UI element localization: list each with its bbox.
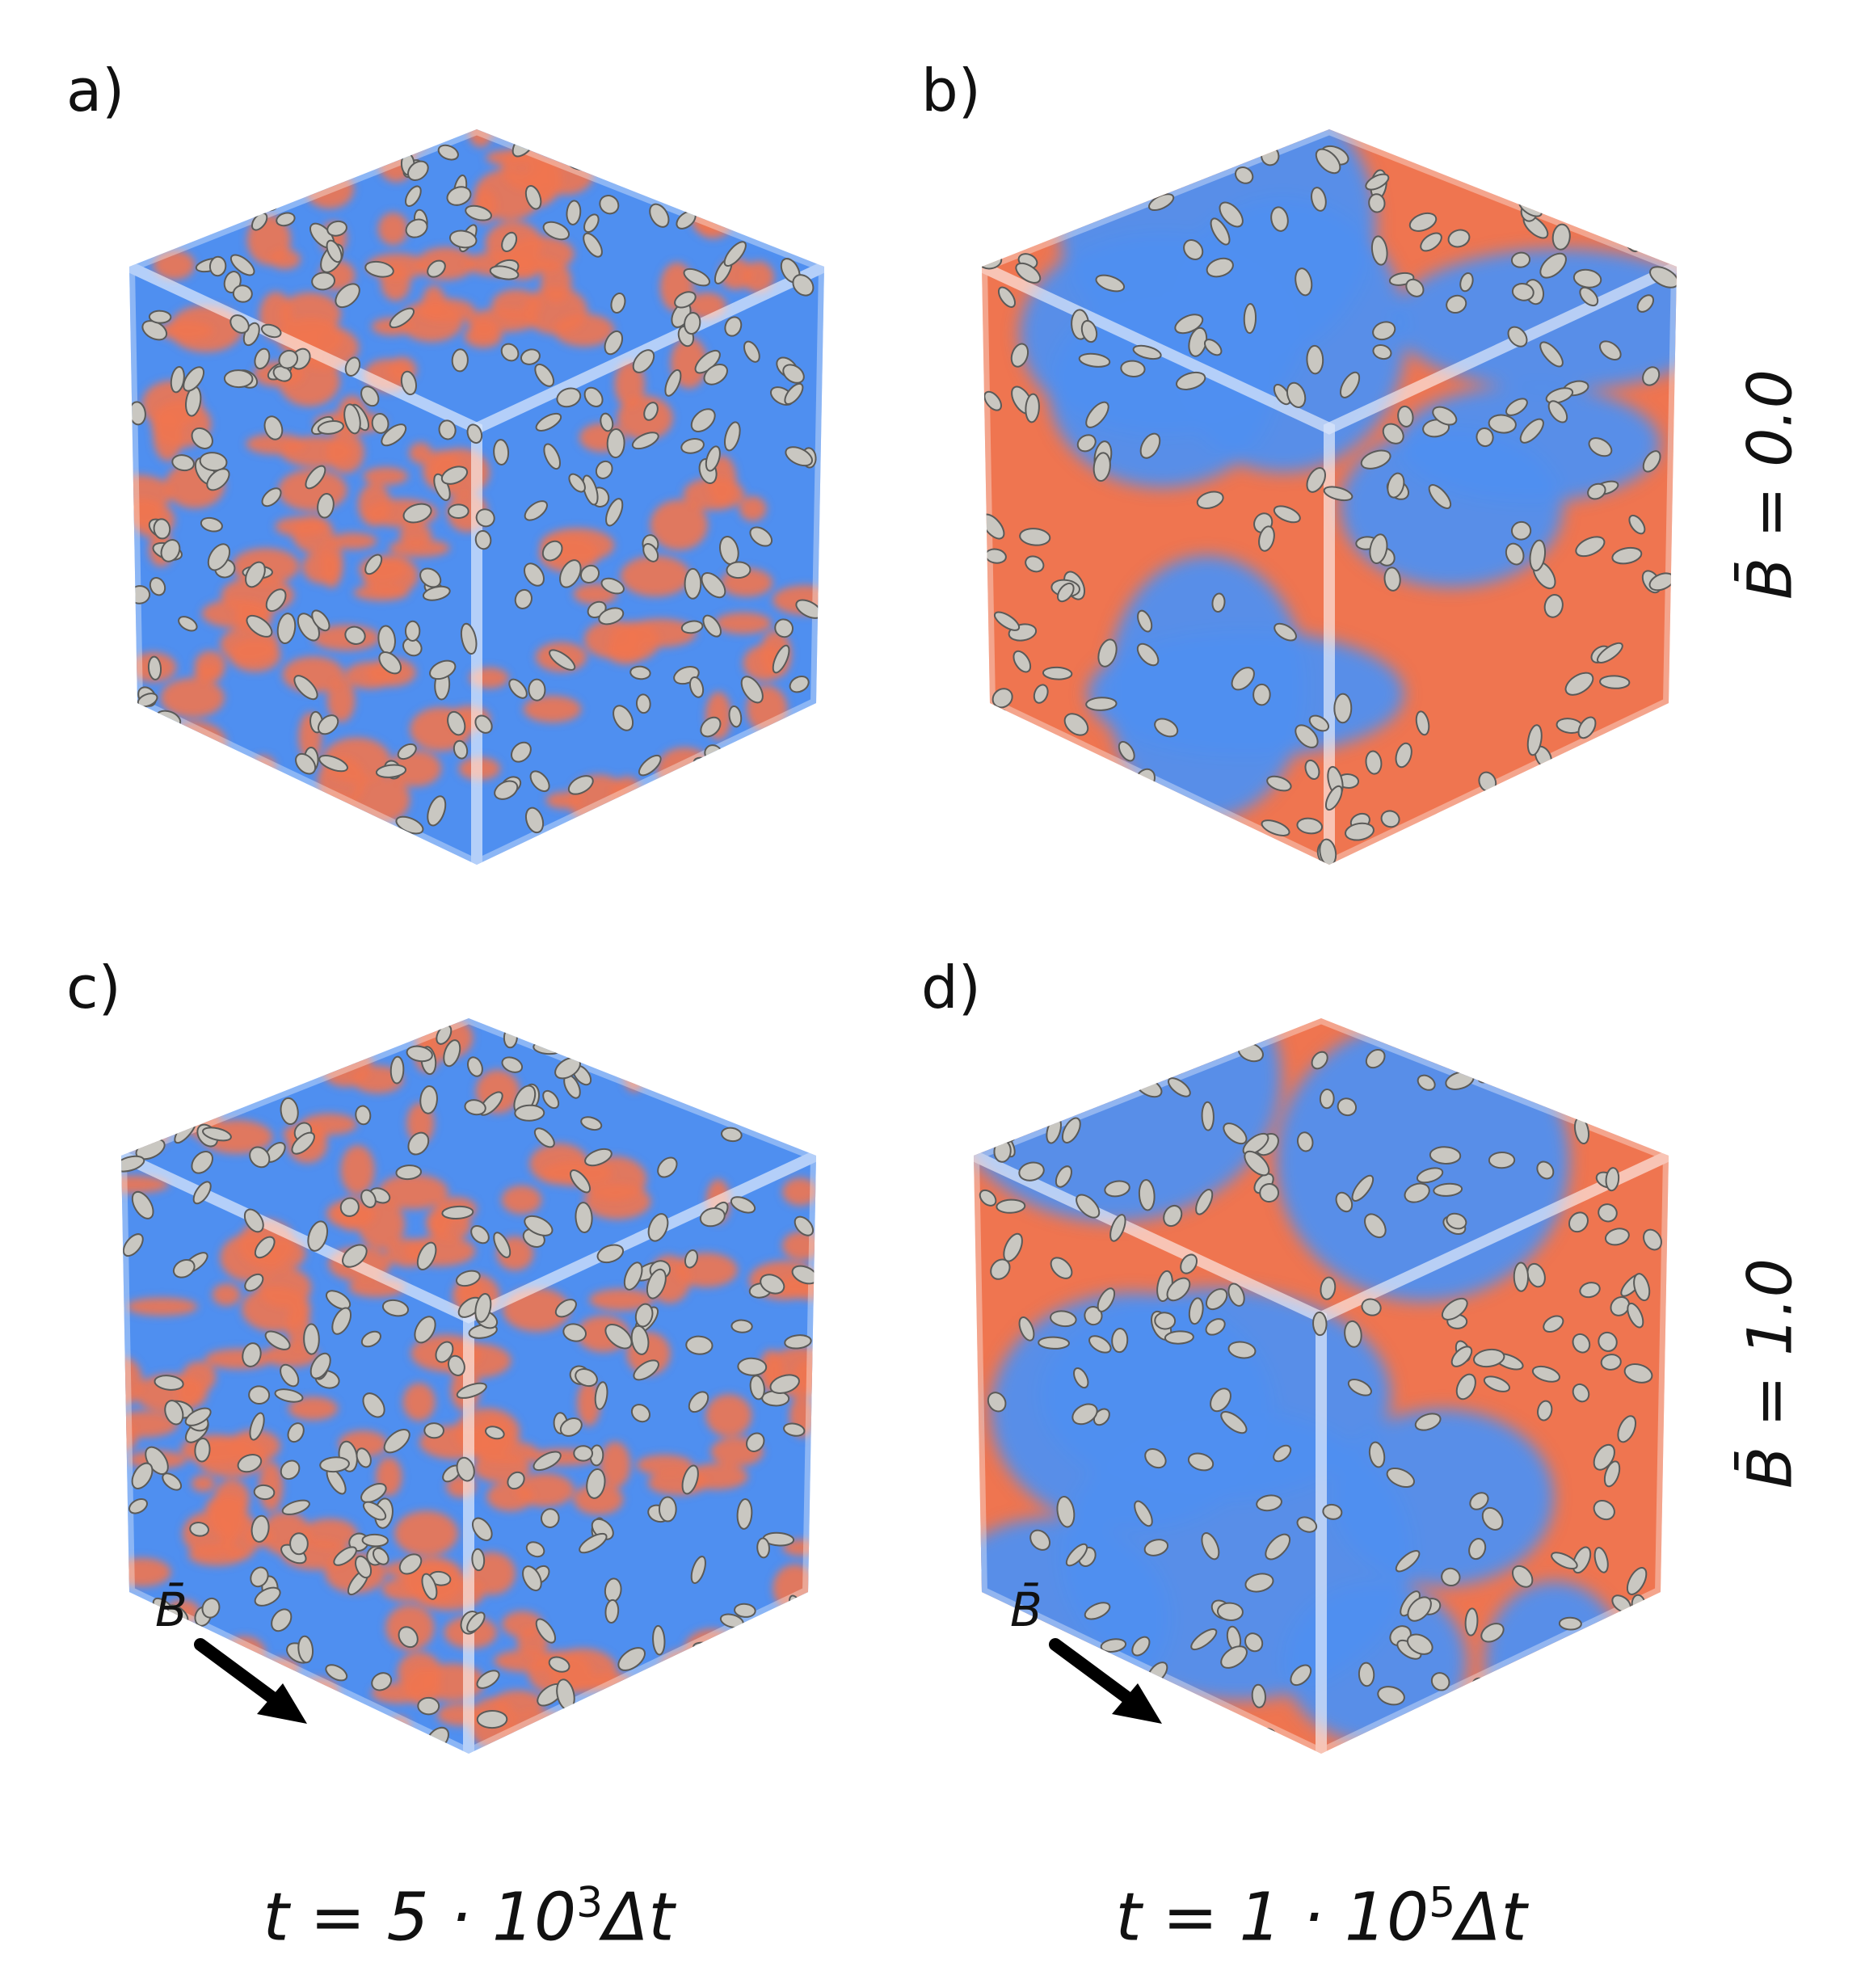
field-direction-arrow-icon xyxy=(1049,1638,1162,1724)
column-label-late: t = 1 · 105Δt xyxy=(1115,1879,1527,1956)
field-label-c: B̄ xyxy=(155,1582,187,1637)
row-label-b0: B̄ = 0.0 xyxy=(1733,369,1806,600)
field-label-d: B̄ xyxy=(1010,1582,1042,1637)
panel-label-a: a) xyxy=(66,57,125,124)
cube-image-c xyxy=(121,1018,816,1754)
panel-label-b: b) xyxy=(921,57,981,124)
cube-image-b xyxy=(982,129,1677,865)
field-direction-arrow-icon xyxy=(194,1638,307,1724)
cube-image-a xyxy=(129,129,824,865)
panel-label-d: d) xyxy=(921,954,981,1021)
column-label-early: t = 5 · 103Δt xyxy=(263,1879,675,1956)
cube-image-d xyxy=(974,1018,1669,1754)
row-label-b1: B̄ = 1.0 xyxy=(1733,1258,1806,1489)
panel-label-c: c) xyxy=(66,954,121,1021)
